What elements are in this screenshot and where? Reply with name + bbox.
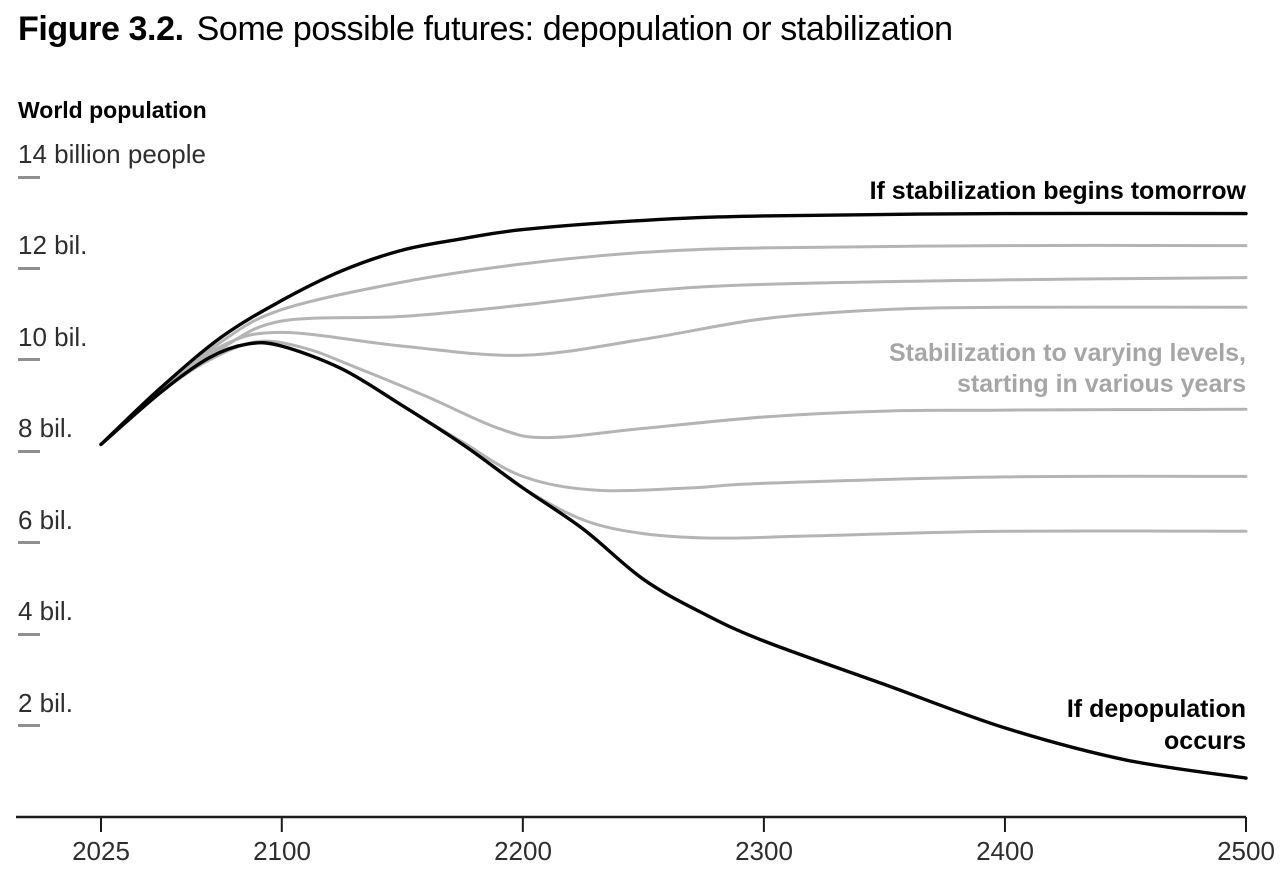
y-tick-mark-12 <box>18 266 40 270</box>
annotation-depopulation: If depopulation occurs <box>1067 693 1246 757</box>
annotation-depopulation-line2: occurs <box>1164 727 1246 755</box>
y-tick-label-14: 14 billion people <box>18 139 206 170</box>
curve-depopulation-occurs <box>99 340 1248 780</box>
y-tick-label-12: 12 bil. <box>18 230 88 261</box>
curve-stabilization-level-12-5 <box>99 243 1248 446</box>
y-axis-title: World population <box>18 97 207 123</box>
annotation-varying-levels-line1: Stabilization to varying levels, <box>888 339 1246 367</box>
y-tick-label-6: 6 bil. <box>18 504 73 535</box>
x-tick-label-2100: 2100 <box>253 836 311 866</box>
x-tick-label-2025: 2025 <box>72 836 130 866</box>
curve-stabilization-level-11-1 <box>99 305 1248 446</box>
y-tick-mark-8 <box>18 449 40 453</box>
x-tick-label-2300: 2300 <box>735 836 793 866</box>
annotation-stabilization-tomorrow-text: If stabilization begins tomorrow <box>869 177 1246 205</box>
y-tick-mark-6 <box>18 541 40 545</box>
x-tick-label-2500: 2500 <box>1217 836 1275 866</box>
figure-title-text: Some possible futures: depopulation or s… <box>196 10 953 48</box>
annotation-stabilization-tomorrow: If stabilization begins tomorrow <box>870 177 1246 206</box>
curve-stabilization-level-11-8 <box>99 276 1248 446</box>
y-tick-label-8: 8 bil. <box>18 413 73 444</box>
y-tick-mark-14 <box>18 175 40 179</box>
x-tick-label-2200: 2200 <box>494 836 552 866</box>
figure-title: Figure 3.2. Some possible futures: depopu… <box>18 10 953 49</box>
x-tick-label-2400: 2400 <box>976 836 1034 866</box>
y-tick-mark-4 <box>18 632 40 636</box>
annotation-depopulation-line1: If depopulation <box>1066 695 1246 723</box>
annotation-varying-levels: Stabilization to varying levels, startin… <box>889 338 1246 400</box>
y-tick-label-2: 2 bil. <box>18 687 73 718</box>
y-tick-mark-2 <box>18 724 40 728</box>
y-tick-label-10: 10 bil. <box>18 321 88 352</box>
curve-stabilization-begins-tomorrow <box>99 211 1248 447</box>
y-tick-mark-10 <box>18 358 40 362</box>
annotation-varying-levels-line2: starting in various years <box>956 370 1246 398</box>
y-tick-label-4: 4 bil. <box>18 596 73 627</box>
figure-number: Figure 3.2. <box>18 10 184 48</box>
